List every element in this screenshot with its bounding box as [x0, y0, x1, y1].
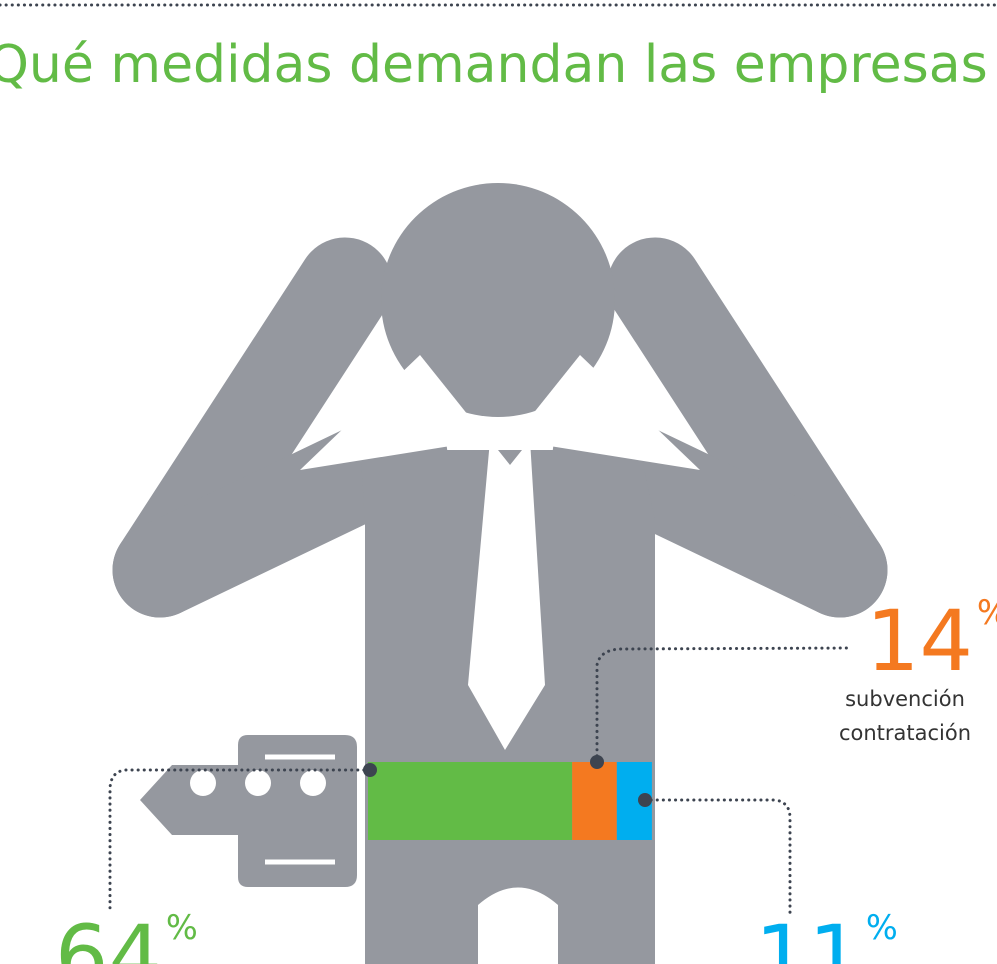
- value-label: 64: [55, 907, 162, 964]
- leg-gap: [478, 887, 558, 964]
- buckle: [140, 735, 357, 887]
- belt: [368, 762, 652, 840]
- value-unit: %: [166, 908, 198, 947]
- connectors: [108, 646, 852, 917]
- tie: [468, 440, 545, 750]
- arm-gap: [512, 355, 700, 470]
- belt-segment: [572, 762, 617, 840]
- category-label: subvención contratación: [838, 687, 972, 745]
- value-unit: %: [977, 593, 997, 632]
- chart-title: Qué medidas demandan las empresas: [0, 35, 988, 95]
- value-unit: %: [866, 908, 898, 947]
- belt-segment: [368, 762, 573, 840]
- connector-dots: [363, 755, 652, 807]
- value-label: 14: [866, 592, 973, 690]
- value-label: 11: [755, 907, 862, 964]
- arm-gap: [300, 355, 488, 470]
